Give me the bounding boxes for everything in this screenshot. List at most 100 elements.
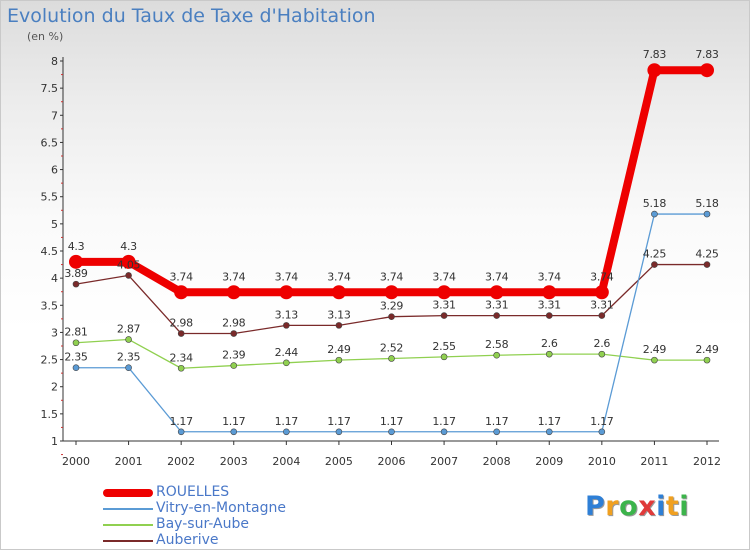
data-label: 3.31 — [485, 299, 508, 312]
y-tick-label: 5.5 — [41, 191, 59, 204]
data-point — [72, 280, 80, 288]
data-label: 3.89 — [64, 267, 88, 280]
data-point — [651, 261, 658, 268]
data-label: 5.18 — [643, 197, 667, 210]
data-point — [125, 336, 132, 343]
data-label: 3.74 — [432, 270, 456, 283]
data-label: 1.17 — [432, 415, 456, 428]
data-point — [493, 312, 500, 319]
data-point — [440, 312, 448, 319]
logo-letter: r — [605, 491, 620, 522]
x-tick-label: 2000 — [62, 455, 90, 468]
data-point — [440, 428, 448, 436]
data-point — [651, 210, 658, 218]
data-label: 1.17 — [485, 415, 509, 428]
x-tick-label: 2012 — [693, 455, 721, 468]
data-point — [388, 313, 395, 320]
data-label: 3.74 — [327, 270, 351, 283]
data-label: 3.13 — [327, 308, 351, 321]
legend-swatch — [103, 540, 153, 542]
data-label: 2.55 — [432, 340, 456, 353]
x-tick-label: 2011 — [640, 455, 668, 468]
data-point — [72, 339, 80, 347]
data-point — [700, 63, 714, 78]
data-label: 2.6 — [594, 337, 611, 350]
data-label: 3.31 — [432, 299, 455, 312]
chart-title: Evolution du Taux de Taxe d'Habitation — [7, 5, 376, 27]
data-point — [545, 312, 553, 319]
data-point — [542, 285, 557, 300]
y-tick-label: 1 — [51, 435, 58, 448]
y-tick-label: 6.5 — [41, 136, 59, 149]
data-point — [545, 428, 553, 436]
data-point — [335, 428, 343, 436]
data-point — [388, 428, 395, 436]
data-label: 4.05 — [117, 258, 141, 271]
data-label: 1.17 — [170, 415, 194, 428]
data-point — [121, 254, 136, 269]
series-line-ROUELLES — [72, 66, 711, 297]
data-point — [598, 350, 606, 358]
data-label: 4.3 — [68, 240, 85, 253]
data-label: 2.44 — [275, 346, 299, 359]
data-point — [545, 350, 553, 358]
legend-swatch — [103, 489, 153, 497]
data-point — [177, 428, 185, 436]
data-point — [125, 272, 132, 279]
data-point — [283, 428, 290, 436]
y-tick-label: 2 — [51, 381, 58, 394]
y-tick-label: 1.5 — [41, 408, 59, 421]
data-label: 1.17 — [327, 415, 351, 428]
x-tick-label: 2005 — [325, 455, 353, 468]
data-label: 3.13 — [275, 308, 299, 321]
data-point — [703, 210, 711, 218]
data-label: 2.98 — [170, 317, 194, 330]
data-point — [703, 356, 711, 364]
x-tick-label: 2007 — [430, 455, 458, 468]
data-label: 3.74 — [222, 270, 246, 283]
data-point — [437, 285, 452, 300]
data-label: 3.74 — [538, 270, 562, 283]
data-label: 3.74 — [170, 270, 194, 283]
data-label: 2.81 — [64, 326, 87, 339]
logo-letter: x — [638, 491, 657, 522]
data-point — [283, 322, 290, 329]
data-point — [598, 428, 606, 436]
data-label: 2.6 — [541, 337, 558, 350]
data-label: 3.31 — [590, 299, 613, 312]
data-label: 2.52 — [380, 341, 403, 354]
data-label: 2.35 — [117, 351, 141, 364]
x-tick-label: 2010 — [588, 455, 616, 468]
data-label: 1.17 — [380, 415, 404, 428]
legend-swatch — [103, 508, 153, 510]
data-label: 4.25 — [643, 248, 667, 261]
data-label: 1.17 — [590, 415, 614, 428]
data-point — [177, 330, 185, 337]
logo-letter: i — [679, 491, 690, 522]
x-tick-label: 2002 — [167, 455, 195, 468]
legend-label: ROUELLES — [156, 484, 230, 500]
data-point — [594, 285, 609, 300]
data-label: 2.35 — [64, 351, 88, 364]
data-point — [230, 428, 238, 436]
y-tick-label: 2.5 — [41, 354, 59, 367]
y-tick-label: 4.5 — [41, 245, 59, 258]
data-label: 3.29 — [380, 300, 404, 313]
data-point — [331, 285, 346, 300]
data-label: 2.87 — [117, 322, 141, 335]
data-label: 1.17 — [275, 415, 299, 428]
data-point — [283, 359, 290, 367]
data-point — [335, 356, 343, 364]
y-tick-label: 8 — [51, 55, 58, 68]
data-label: 3.74 — [485, 270, 509, 283]
data-point — [335, 322, 343, 329]
data-point — [388, 355, 395, 362]
data-point — [177, 364, 185, 372]
data-point — [651, 356, 658, 364]
data-point — [230, 362, 238, 369]
data-label: 2.34 — [170, 351, 194, 364]
legend-swatch — [103, 524, 153, 526]
data-point — [279, 285, 294, 300]
